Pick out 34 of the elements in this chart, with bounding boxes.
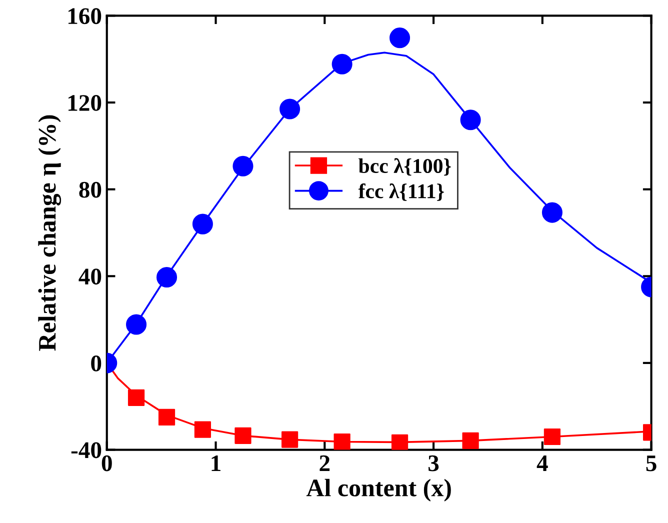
point bbox=[158, 408, 176, 426]
point bbox=[391, 434, 408, 450]
y-axis-title: Relative change η (%) bbox=[38, 115, 62, 351]
point bbox=[460, 110, 481, 130]
point bbox=[128, 389, 145, 406]
y-tick-label: 0 bbox=[91, 355, 102, 372]
point bbox=[332, 54, 352, 74]
point bbox=[194, 421, 211, 438]
point bbox=[544, 428, 561, 446]
point bbox=[390, 28, 410, 48]
y-tick-label: 120 bbox=[68, 95, 102, 111]
point bbox=[192, 214, 213, 234]
x-tick-label: 0 bbox=[102, 455, 112, 472]
x-tick-label: 3 bbox=[428, 455, 439, 472]
point bbox=[282, 431, 298, 448]
point bbox=[232, 156, 254, 176]
point bbox=[234, 427, 252, 444]
x-tick-label: 1 bbox=[212, 455, 220, 472]
legend-label: fcc λ{111} bbox=[358, 183, 444, 201]
y-tick-label: -40 bbox=[71, 442, 102, 458]
y-tick-label: 40 bbox=[78, 268, 102, 285]
point bbox=[280, 98, 300, 120]
point bbox=[542, 202, 562, 223]
legend-label: bcc λ{100} bbox=[358, 158, 451, 176]
y-tick-label: 160 bbox=[68, 8, 102, 24]
point bbox=[462, 432, 479, 449]
y-tick-label: 80 bbox=[79, 182, 102, 198]
x-tick-label: 5 bbox=[646, 456, 656, 472]
x-axis-title: Al content (x) bbox=[306, 478, 451, 502]
point bbox=[334, 433, 350, 450]
x-tick-label: 2 bbox=[320, 455, 330, 472]
point bbox=[126, 314, 147, 335]
point bbox=[156, 266, 178, 288]
x-tick-label: 4 bbox=[536, 455, 548, 472]
